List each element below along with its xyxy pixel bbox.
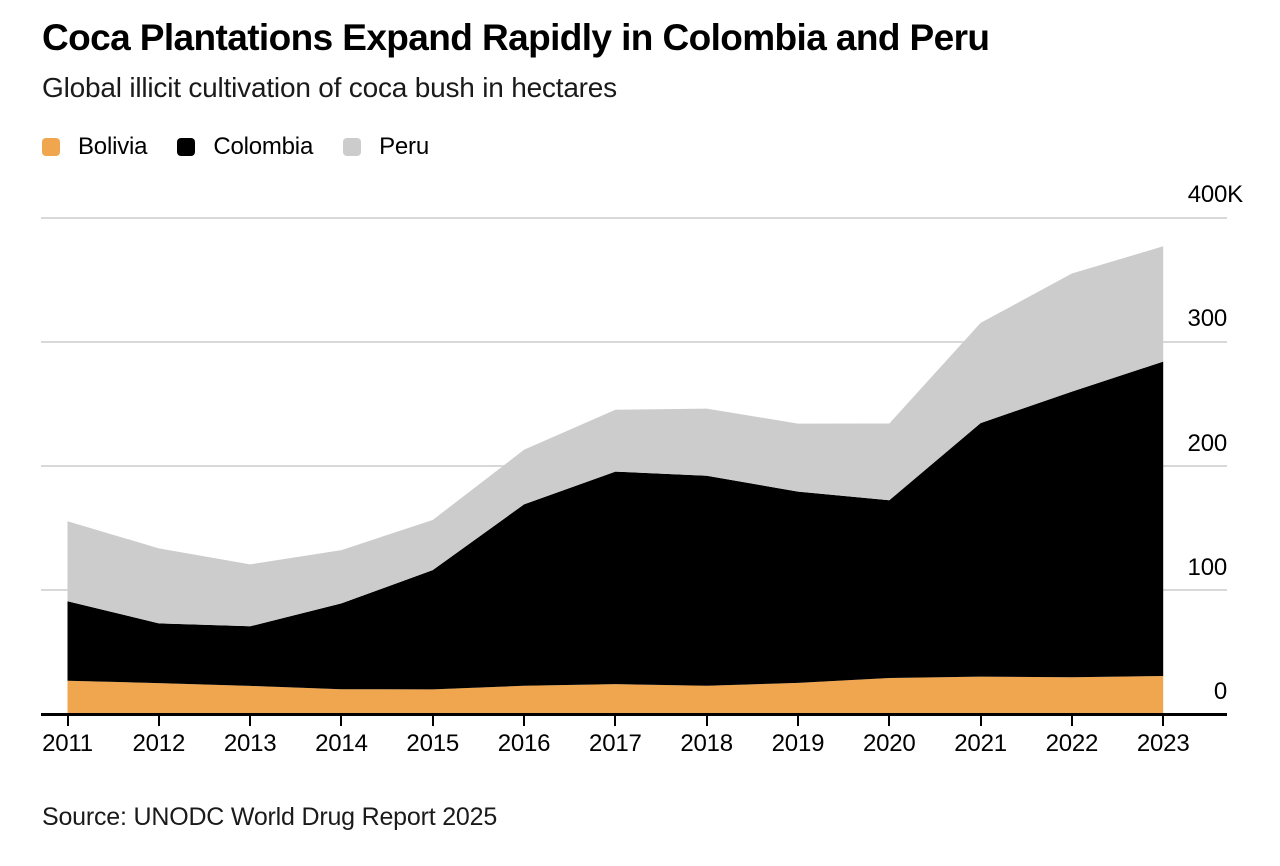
x-axis-tick [888,712,891,726]
y-axis-tick-label: 200 [1187,429,1228,457]
x-axis-tick-label: 2023 [1136,730,1190,757]
x-axis-tick-label: 2016 [497,730,551,757]
x-axis-tick [157,712,160,726]
grid-line [41,589,1227,592]
grid-line [41,465,1227,467]
area-series-colombia [67,361,1164,690]
x-axis-tick [66,712,69,726]
y-axis-tick-label: 400K [1187,181,1243,208]
x-axis-tick [614,712,617,726]
x-axis-tick-label: 2020 [862,730,916,757]
x-axis-tick-label: 2015 [406,730,460,757]
x-axis-tick [705,712,708,726]
y-axis-tick-label: 100 [1187,553,1228,581]
x-axis-tick [1070,712,1073,726]
x-axis-tick [249,712,252,726]
x-axis-tick [796,712,799,726]
legend-item-peru: Peru [343,133,429,161]
area-series-bolivia [67,676,1164,715]
x-axis-tick-label: 2019 [771,730,825,757]
x-axis-tick-label: 2013 [223,730,277,757]
legend-swatch [177,138,196,156]
area-series-peru [67,246,1164,627]
chart-subtitle: Global illicit cultivation of coca bush … [42,72,617,103]
legend-swatch [42,138,60,156]
legend-item-bolivia: Bolivia [42,133,148,161]
x-axis-tick [1162,712,1165,726]
x-axis-tick [523,712,526,726]
y-axis-tick-label: 0 [1213,678,1227,705]
x-axis-tick-label: 2011 [42,730,93,757]
x-axis-tick-label: 2012 [132,730,186,757]
x-axis-tick-label: 2014 [315,730,368,757]
grid-line [41,340,1227,343]
legend-swatch [343,138,362,156]
x-axis-tick [431,712,434,726]
y-axis-tick-label: 300 [1187,305,1228,333]
source-note: Source: UNODC World Drug Report 2025 [42,803,498,831]
x-axis-tick-label: 2017 [589,730,642,757]
x-axis-tick [979,712,982,726]
chart-title: Coca Plantations Expand Rapidly in Colom… [42,17,990,58]
legend-label: Peru [379,133,429,160]
legend-label: Colombia [213,133,314,160]
x-axis-tick-label: 2021 [954,730,1007,757]
x-axis-line [41,712,1227,716]
legend-label: Bolivia [78,133,148,160]
x-axis-tick-label: 2018 [680,730,733,757]
legend: Bolivia Colombia Peru [42,133,429,161]
x-axis-tick [340,712,343,726]
grid-line [41,216,1227,219]
x-axis-tick-label: 2022 [1045,730,1099,757]
legend-item-colombia: Colombia [177,133,313,161]
